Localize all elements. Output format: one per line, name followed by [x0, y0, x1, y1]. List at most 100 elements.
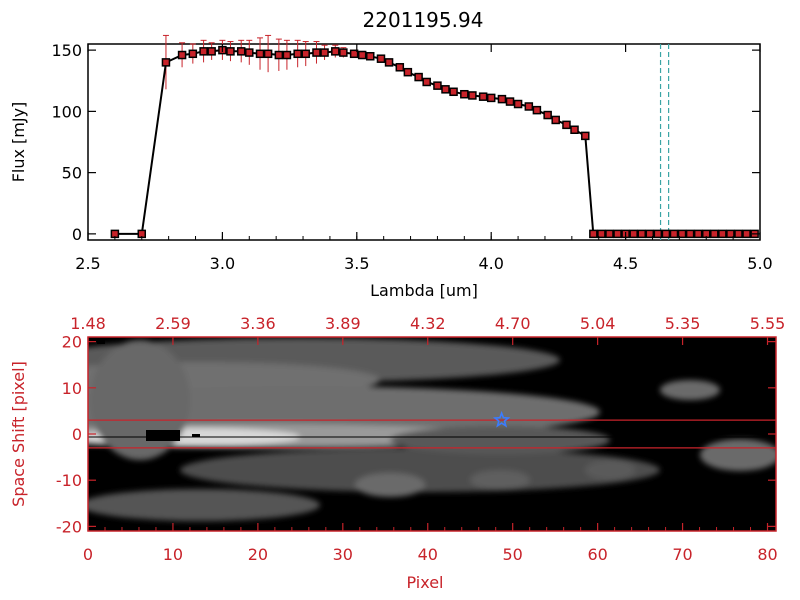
top-tick-label: 4.32 [410, 314, 446, 333]
data-point [245, 48, 254, 57]
x-tick-label: 60 [587, 545, 607, 564]
data-point [255, 49, 265, 59]
data-point [161, 58, 171, 67]
data-point [613, 229, 622, 239]
data-point [685, 229, 695, 239]
dashed-reference-lines [659, 44, 670, 240]
heatmap-image [88, 337, 776, 531]
star-marker [492, 410, 511, 428]
data-point [653, 229, 663, 239]
data-point [441, 85, 450, 94]
x-tick-label: 4.5 [613, 254, 638, 273]
data-point [384, 58, 394, 67]
x-tick-label: 2.5 [75, 254, 100, 273]
data-point [570, 125, 579, 134]
data-point [320, 48, 329, 57]
x-tick-label: 20 [248, 545, 268, 564]
data-point [645, 229, 655, 239]
top-tick-label: 5.55 [750, 314, 786, 333]
y-tick-label: 100 [51, 102, 82, 121]
data-point [497, 94, 507, 104]
data-point [661, 229, 671, 239]
x-axis-label: Pixel [406, 573, 443, 592]
data-point [376, 54, 386, 63]
top-tick-label: 3.89 [325, 314, 361, 333]
x-tick-label: 30 [333, 545, 353, 564]
y-axis-label: Space Shift [pixel] [9, 361, 28, 507]
flux-spectrum-chart: 2201195.94 2.5 3.0 3.5 4.0 4.5 5.0 050100150 … [9, 8, 773, 300]
x-tick-label: 40 [418, 545, 438, 564]
data-point [597, 229, 606, 239]
data-point [349, 49, 359, 59]
y-tick-label: -10 [56, 471, 82, 490]
x-tick-label: 3.5 [344, 254, 369, 273]
space-shift-ticks: -20 -10 0 10 20 [56, 333, 776, 536]
chart-title: 2201195.94 [363, 8, 484, 32]
x-tick-label: 80 [757, 545, 777, 564]
data-point [422, 77, 431, 87]
y-axis-label: Flux [mJy] [9, 102, 28, 183]
data-point [365, 52, 375, 61]
data-point [677, 229, 687, 239]
y-tick-label: 10 [62, 379, 82, 398]
data-point [301, 49, 310, 59]
x-tick-label: 3.0 [210, 254, 235, 273]
data-point [414, 72, 423, 82]
data-point [718, 229, 727, 239]
data-point [605, 229, 614, 239]
x-tick-label: 4.0 [478, 254, 503, 273]
wavelength-top-ticks: 1.48 2.59 3.36 3.89 4.32 4.70 5.04 5.35 5.55 [70, 314, 785, 345]
data-point [177, 50, 187, 60]
data-point [478, 92, 488, 101]
data-point [513, 99, 523, 109]
data-point [629, 229, 638, 239]
data-point [468, 91, 477, 100]
y-tick-label: 0 [72, 225, 82, 244]
top-tick-label: 1.48 [70, 314, 106, 333]
x-tick-label: 70 [672, 545, 692, 564]
data-point [710, 229, 719, 239]
y-tick-label: 0 [72, 425, 82, 444]
data-point [669, 229, 679, 239]
data-point [589, 229, 598, 239]
data-point [226, 47, 235, 56]
y-tick-label: 20 [62, 333, 82, 352]
x-axis-ticks: 2.5 3.0 3.5 4.0 4.5 5.0 [75, 44, 773, 273]
top-tick-label: 3.36 [240, 314, 276, 333]
x-tick-label: 10 [163, 545, 183, 564]
data-point [637, 229, 646, 239]
x-axis-label: Lambda [um] [370, 281, 478, 300]
spectrum-image-panel: 0 10 20 30 40 50 60 70 80 1.48 2.59 3.36 3.89 4.32 4.… [9, 314, 785, 592]
data-point [562, 120, 571, 130]
data-point [543, 110, 552, 120]
data-point [742, 229, 751, 239]
y-tick-label: -20 [56, 517, 82, 536]
data-point [207, 47, 216, 56]
data-point [581, 131, 590, 141]
data-point [532, 105, 542, 115]
data-point [505, 97, 515, 106]
data-point [449, 87, 458, 97]
pixel-axis-ticks: 0 10 20 30 40 50 60 70 80 [83, 523, 778, 564]
top-tick-label: 2.59 [155, 314, 191, 333]
data-point [293, 49, 302, 59]
data-point [395, 63, 405, 72]
top-tick-label: 4.70 [495, 314, 531, 333]
data-point [403, 67, 413, 77]
data-point [274, 50, 284, 60]
data-point [188, 49, 198, 59]
y-tick-label: 50 [62, 164, 82, 183]
x-tick-label: 50 [503, 545, 523, 564]
plot-frame [87, 43, 761, 241]
y-tick-label: 150 [51, 41, 82, 60]
data-point [433, 81, 442, 90]
top-tick-label: 5.35 [665, 314, 701, 333]
flux-markers [110, 45, 760, 239]
x-tick-label: 0 [83, 545, 93, 564]
top-tick-label: 5.04 [580, 314, 616, 333]
data-point [339, 48, 348, 57]
data-point [282, 50, 292, 60]
data-point [236, 47, 246, 56]
data-point [312, 48, 321, 57]
